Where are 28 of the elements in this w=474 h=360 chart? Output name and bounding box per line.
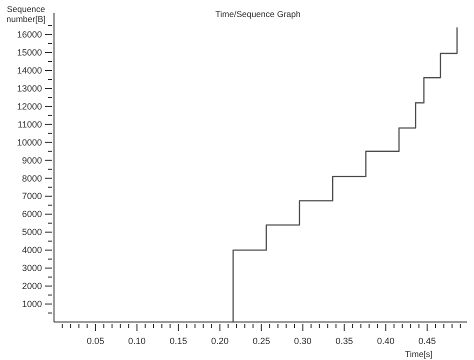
y-axis-title: Sequence number[B] <box>6 4 46 24</box>
x-tick-label: 0.30 <box>294 336 312 346</box>
x-tick-label: 0.20 <box>211 336 229 346</box>
y-tick-label: 4000 <box>22 245 42 256</box>
y-tick-label: 8000 <box>22 173 42 184</box>
y-tick-label: 2000 <box>22 281 42 292</box>
y-tick-label: 16000 <box>16 30 42 40</box>
y-tick-label: 6000 <box>22 209 42 220</box>
y-tick-label: 7000 <box>22 191 42 202</box>
y-tick-label: 14000 <box>16 65 42 76</box>
y-tick-label: 9000 <box>22 155 42 166</box>
y-tick-label: 13000 <box>16 83 42 94</box>
y-tick-label: 11000 <box>18 119 42 130</box>
chart-title: Time/Sequence Graph <box>214 9 302 19</box>
x-tick-label: 0.15 <box>170 336 188 346</box>
y-tick-label: 5000 <box>22 227 42 238</box>
y-tick-label: 15000 <box>16 48 42 58</box>
y-tick-label: 10000 <box>16 137 42 148</box>
x-tick-label: 0.25 <box>252 336 270 346</box>
x-axis-title: Time[s] <box>405 349 433 359</box>
x-tick-label: 0.45 <box>418 336 436 346</box>
x-tick-label: 0.10 <box>128 336 146 346</box>
y-tick-label: 1000 <box>22 299 42 310</box>
x-tick-label: 0.05 <box>86 336 104 346</box>
y-tick-label: 3000 <box>22 263 42 274</box>
y-tick-label: 12000 <box>16 101 42 112</box>
x-tick-label: 0.35 <box>335 336 354 346</box>
x-tick-label: 0.40 <box>376 336 394 346</box>
